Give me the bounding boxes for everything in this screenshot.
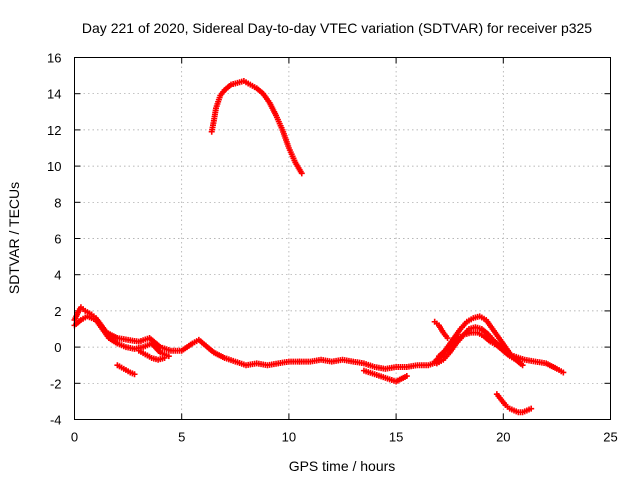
- data-point: [444, 335, 451, 342]
- grid-lines: [74, 57, 611, 420]
- series-early-drop: [114, 362, 138, 378]
- plot-frame: [74, 57, 611, 420]
- series-daytime-peak: [208, 78, 305, 177]
- y-tick-label: 6: [54, 232, 61, 247]
- x-tick-label: 10: [282, 430, 296, 445]
- data-point: [165, 353, 172, 360]
- data-point: [298, 170, 305, 177]
- data-point: [161, 354, 168, 361]
- axis-ticks: 0 5 10 15 20 25 -4 -2 0 2 4 6 8 10 12 14 16: [47, 51, 618, 445]
- series-evening-c: [435, 329, 526, 369]
- y-tick-label: -2: [50, 376, 62, 391]
- series-midday-lower: [360, 367, 410, 385]
- y-tick-label: 14: [47, 87, 61, 102]
- x-tick-label: 15: [389, 430, 403, 445]
- x-tick-label: 5: [178, 430, 185, 445]
- x-tick-label: 20: [496, 430, 510, 445]
- x-axis-label: GPS time / hours: [289, 458, 396, 474]
- y-tick-label: 16: [47, 51, 61, 66]
- y-tick-label: 12: [47, 123, 61, 138]
- series-late-drop: [493, 391, 535, 416]
- data-point: [519, 362, 526, 369]
- y-tick-label: 2: [54, 304, 61, 319]
- y-axis-label: SDTVAR / TECUs: [6, 182, 22, 294]
- x-tick-label: 0: [71, 430, 78, 445]
- y-tick-label: -4: [50, 413, 62, 428]
- data-point: [528, 405, 535, 412]
- series-evening-spike: [431, 318, 451, 342]
- y-tick-label: 0: [54, 340, 61, 355]
- data-point: [403, 373, 410, 380]
- y-tick-label: 10: [47, 159, 61, 174]
- chart-title: Day 221 of 2020, Sidereal Day-to-day VTE…: [82, 20, 592, 36]
- series-midday-band: [296, 356, 442, 372]
- x-tick-label: 25: [603, 430, 617, 445]
- data-point: [131, 371, 138, 378]
- y-tick-label: 4: [54, 268, 61, 283]
- data-point: [560, 369, 567, 376]
- series-loop-arc: [135, 347, 168, 363]
- data-points: [71, 78, 567, 416]
- series-late-tail: [511, 353, 567, 376]
- y-tick-label: 8: [54, 195, 61, 210]
